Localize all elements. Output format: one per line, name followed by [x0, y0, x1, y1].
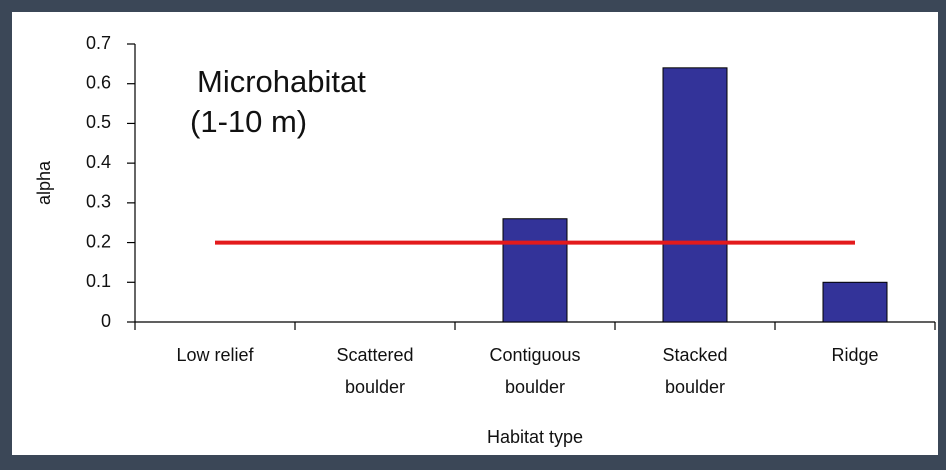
y-tick-label: 0.6 — [86, 72, 111, 92]
y-axis-label: alpha — [34, 160, 54, 205]
bar — [662, 67, 728, 323]
x-tick-label: boulder — [505, 377, 565, 397]
y-tick-label: 0.3 — [86, 192, 111, 212]
x-tick-label: Stacked — [662, 345, 727, 365]
y-tick-label: 0.1 — [86, 271, 111, 291]
x-tick-label: boulder — [345, 377, 405, 397]
x-tick-label: Scattered — [336, 345, 413, 365]
x-tick-label: boulder — [665, 377, 725, 397]
bar — [502, 218, 568, 323]
y-tick-label: 0 — [101, 311, 111, 331]
annotation: (1-10 m) — [190, 104, 307, 139]
chart-area — [12, 12, 938, 455]
bar — [822, 281, 888, 323]
y-tick-label: 0.4 — [86, 152, 111, 172]
x-axis-label: Habitat type — [487, 427, 583, 447]
x-tick-label: Ridge — [831, 345, 878, 365]
x-tick-label: Contiguous — [489, 345, 580, 365]
x-tick-label: Low relief — [176, 345, 254, 365]
y-tick-label: 0.2 — [86, 231, 111, 251]
y-tick-label: 0.5 — [86, 112, 111, 132]
y-tick-label: 0.7 — [86, 33, 111, 53]
annotation: Microhabitat — [197, 64, 366, 99]
